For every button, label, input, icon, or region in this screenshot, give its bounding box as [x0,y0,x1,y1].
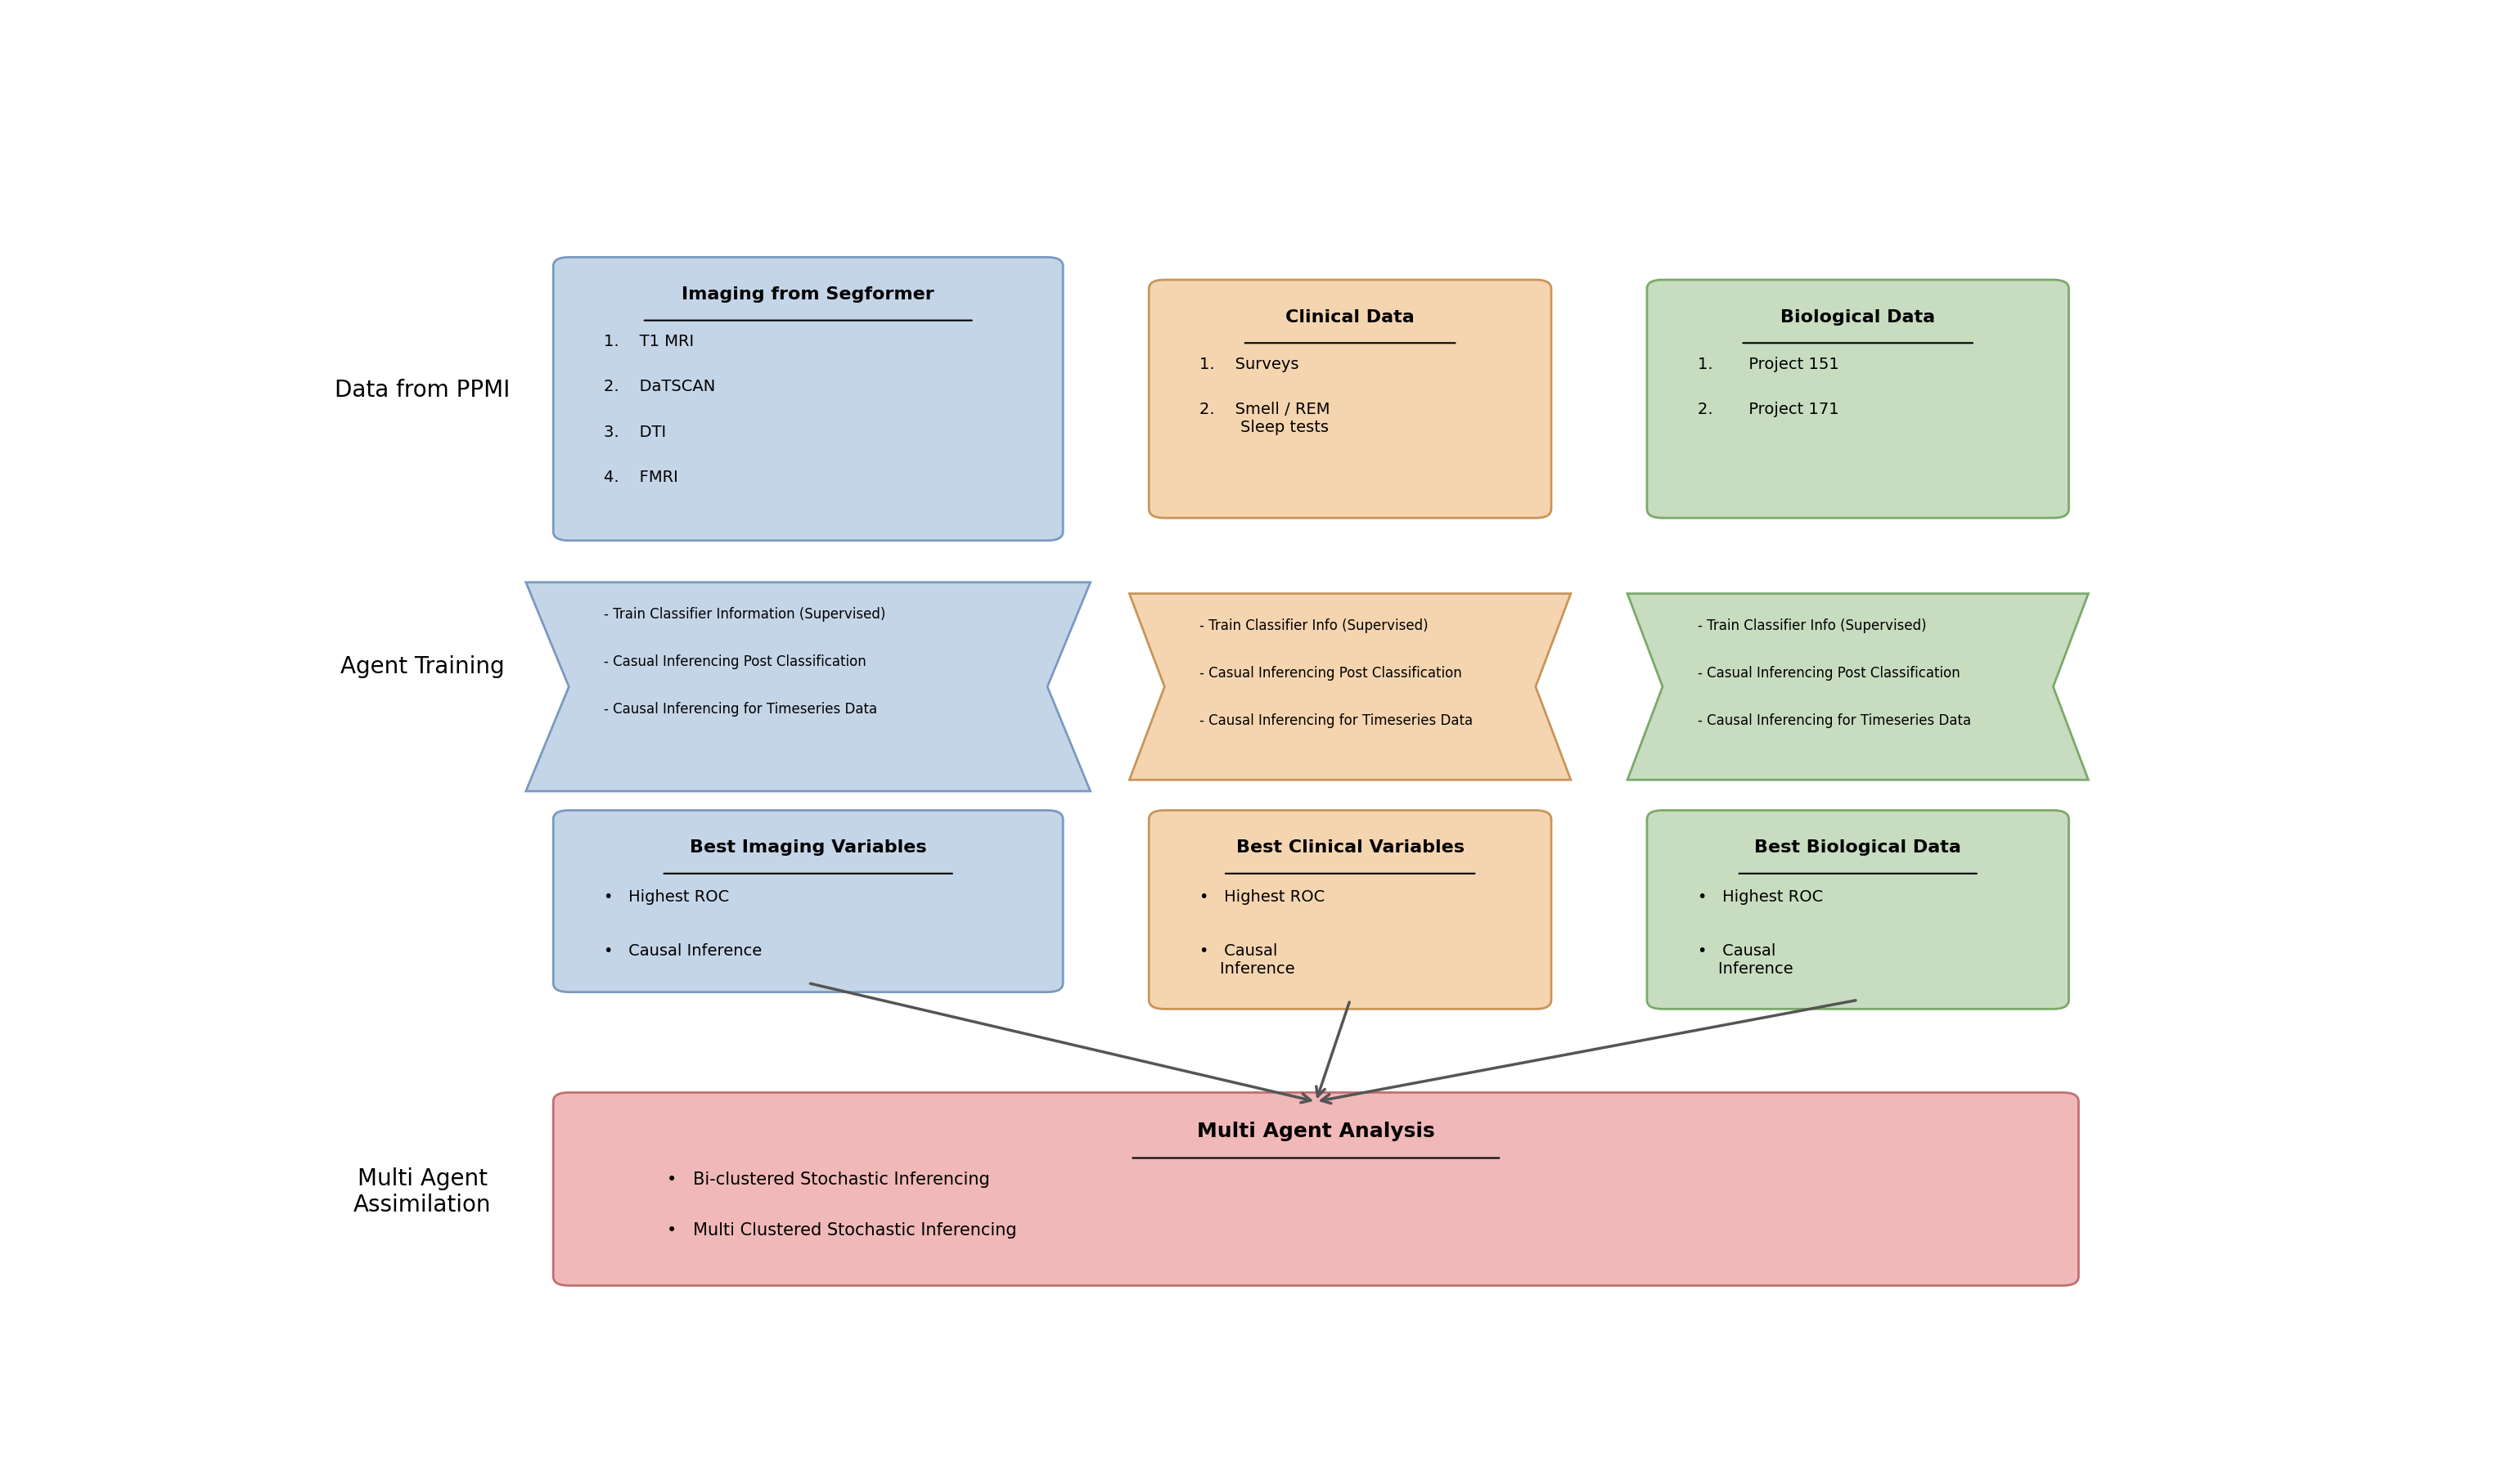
Text: •   Causal Inference: • Causal Inference [605,944,761,959]
Text: - Causal Inferencing for Timeseries Data: - Causal Inferencing for Timeseries Data [1698,714,1971,729]
Text: Imaging from Segformer: Imaging from Segformer [683,286,935,303]
Text: - Causal Inferencing for Timeseries Data: - Causal Inferencing for Timeseries Data [1200,714,1474,729]
Text: 1.       Project 151: 1. Project 151 [1698,356,1840,372]
Text: 3.    DTI: 3. DTI [605,424,665,440]
Polygon shape [1628,594,2089,780]
FancyBboxPatch shape [1149,811,1552,1009]
Text: - Casual Inferencing Post Classification: - Casual Inferencing Post Classification [1200,666,1462,680]
Text: - Casual Inferencing Post Classification: - Casual Inferencing Post Classification [1698,666,1961,680]
Text: - Train Classifier Info (Supervised): - Train Classifier Info (Supervised) [1200,619,1429,633]
FancyBboxPatch shape [554,257,1063,541]
Text: 2.    DaTSCAN: 2. DaTSCAN [605,380,716,394]
Text: Best Imaging Variables: Best Imaging Variables [690,840,927,856]
FancyBboxPatch shape [554,1092,2079,1286]
Text: Agent Training: Agent Training [340,655,504,679]
FancyBboxPatch shape [554,811,1063,992]
Text: - Train Classifier Info (Supervised): - Train Classifier Info (Supervised) [1698,619,1925,633]
Text: 4.    FMRI: 4. FMRI [605,469,678,485]
Text: Best Clinical Variables: Best Clinical Variables [1235,840,1464,856]
FancyBboxPatch shape [1648,811,2069,1009]
Text: Multi Agent
Assimilation: Multi Agent Assimilation [353,1167,491,1217]
FancyBboxPatch shape [1648,280,2069,517]
Text: 1.    Surveys: 1. Surveys [1200,356,1300,372]
Text: •   Highest ROC: • Highest ROC [605,890,728,905]
Text: - Causal Inferencing for Timeseries Data: - Causal Inferencing for Timeseries Data [605,702,877,717]
Text: •   Highest ROC: • Highest ROC [1200,890,1326,905]
Text: •   Causal
    Inference: • Causal Inference [1200,944,1295,976]
Text: •   Bi-clustered Stochastic Inferencing: • Bi-clustered Stochastic Inferencing [665,1171,990,1187]
Polygon shape [527,582,1091,792]
Text: - Casual Inferencing Post Classification: - Casual Inferencing Post Classification [605,654,867,670]
Text: Clinical Data: Clinical Data [1285,309,1414,325]
FancyBboxPatch shape [1149,280,1552,517]
Text: - Train Classifier Information (Supervised): - Train Classifier Information (Supervis… [605,607,887,622]
Text: 1.    T1 MRI: 1. T1 MRI [605,334,693,349]
Polygon shape [1129,594,1570,780]
Text: Data from PPMI: Data from PPMI [335,378,509,402]
Text: Biological Data: Biological Data [1782,309,1935,325]
Text: 2.       Project 171: 2. Project 171 [1698,402,1840,418]
Text: •   Highest ROC: • Highest ROC [1698,890,1822,905]
Text: Multi Agent Analysis: Multi Agent Analysis [1197,1121,1434,1142]
Text: 2.    Smell / REM
        Sleep tests: 2. Smell / REM Sleep tests [1200,402,1331,435]
Text: Best Biological Data: Best Biological Data [1754,840,1961,856]
Text: •   Multi Clustered Stochastic Inferencing: • Multi Clustered Stochastic Inferencing [665,1223,1016,1239]
Text: •   Causal
    Inference: • Causal Inference [1698,944,1794,976]
